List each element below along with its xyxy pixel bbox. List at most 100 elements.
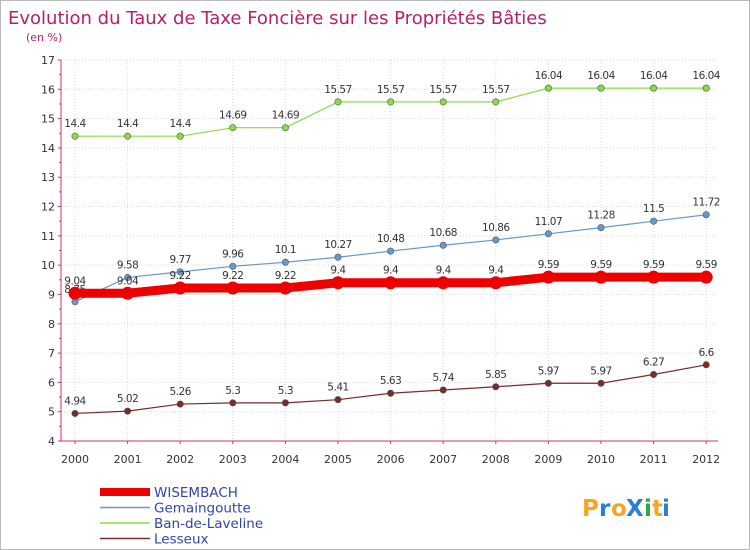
data-point (544, 379, 552, 387)
data-label: 9.59 (643, 259, 664, 271)
x-tick-label: 2009 (534, 453, 562, 466)
x-tick-label: 2012 (692, 453, 720, 466)
legend-item: Gemaingoutte (100, 501, 251, 517)
y-tick-label: 13 (41, 171, 55, 184)
data-point (173, 281, 187, 295)
data-label: 9.59 (538, 259, 559, 271)
data-label: 9.59 (696, 259, 717, 271)
data-point (281, 124, 289, 132)
data-point (229, 262, 237, 270)
data-point (439, 98, 447, 106)
data-label: 16.04 (587, 70, 615, 82)
data-point (124, 273, 132, 281)
data-label: 16.04 (640, 70, 668, 82)
x-tick-label: 2011 (640, 453, 668, 466)
legend-label: Lesseux (154, 532, 209, 548)
data-point (387, 247, 395, 255)
data-point (281, 258, 289, 266)
data-point (68, 286, 82, 300)
y-tick-label: 12 (41, 201, 55, 214)
data-label: 9.22 (275, 270, 296, 282)
data-label: 5.26 (170, 386, 192, 398)
data-point (597, 84, 605, 92)
legend-item: Lesseux (100, 532, 209, 548)
x-tick-label: 2008 (482, 453, 510, 466)
data-point (544, 230, 552, 238)
x-tick-label: 2004 (271, 453, 299, 466)
data-point (278, 281, 292, 295)
data-point (176, 400, 184, 408)
data-point (650, 217, 658, 225)
data-label: 9.4 (330, 265, 346, 277)
legend-label: Gemaingoutte (154, 501, 251, 517)
data-label: 6.27 (643, 356, 664, 368)
data-label: 5.3 (278, 385, 293, 397)
data-point (541, 270, 555, 284)
data-point (647, 270, 661, 284)
data-label: 15.57 (377, 84, 405, 96)
y-tick-label: 8 (48, 318, 55, 331)
y-tick-label: 4 (48, 435, 55, 448)
data-label: 9.77 (170, 254, 191, 266)
logo-letter: i (662, 496, 670, 522)
data-label: 9.58 (117, 259, 138, 271)
data-label: 11.72 (692, 197, 720, 209)
data-point (226, 281, 240, 295)
data-label: 9.04 (64, 275, 86, 287)
data-point (492, 236, 500, 244)
logo-letter: P (582, 496, 599, 522)
legend-label: WISEMBACH (154, 485, 238, 501)
data-point (597, 379, 605, 387)
data-label: 5.02 (117, 393, 138, 405)
data-label: 5.85 (485, 369, 506, 381)
data-point (594, 270, 608, 284)
legend-item: WISEMBACH (100, 485, 238, 501)
series-ban-de-laveline: 14.4 14.4 14.4 14.69 14.69 15.57 15.57 15.57 15.… (64, 70, 721, 140)
logo-letter: X (626, 496, 644, 522)
y-tick-label: 17 (41, 54, 55, 67)
x-tick-label: 2010 (587, 453, 615, 466)
data-point (492, 98, 500, 106)
data-point (387, 98, 395, 106)
data-label: 11.28 (587, 210, 615, 222)
data-point (492, 383, 500, 391)
data-point (439, 241, 447, 249)
data-label: 14.4 (64, 118, 86, 130)
logo-letter: t (652, 496, 663, 522)
data-label: 5.3 (225, 385, 240, 397)
data-point (702, 211, 710, 219)
data-label: 10.27 (324, 239, 352, 251)
y-tick-label: 6 (48, 376, 55, 389)
y-tick-label: 11 (41, 230, 55, 243)
x-tick-label: 2002 (166, 453, 194, 466)
data-label: 10.48 (377, 233, 405, 245)
y-tick-label: 5 (48, 406, 55, 419)
grid (61, 59, 718, 442)
data-point (334, 396, 342, 404)
data-point (439, 386, 447, 394)
data-point (544, 84, 552, 92)
data-point (489, 276, 503, 290)
data-point (334, 253, 342, 261)
data-label: 5.97 (590, 365, 611, 377)
data-label: 10.1 (275, 244, 296, 256)
x-tick-label: 2006 (377, 453, 405, 466)
data-label: 16.04 (535, 70, 563, 82)
data-point (597, 224, 605, 232)
data-label: 9.4 (383, 265, 399, 277)
data-point (334, 98, 342, 106)
data-label: 6.6 (699, 347, 715, 359)
data-label: 9.4 (488, 265, 504, 277)
y-unit-label: (en %) (26, 31, 62, 44)
chart-title: Evolution du Taux de Taxe Foncière sur l… (8, 8, 547, 29)
legend: WISEMBACHGemaingoutteBan-de-LavelineLess… (100, 485, 263, 548)
x-tick-label: 2003 (219, 453, 247, 466)
data-point (121, 286, 135, 300)
data-label: 5.97 (538, 365, 559, 377)
data-point (124, 407, 132, 415)
data-label: 11.5 (643, 203, 664, 215)
logo-letter: r (599, 496, 611, 522)
axes: 4 5 6 7 8 9 10 11 12 13 14 15 16 17 2000 2001 2002 2003 20… (41, 54, 720, 466)
